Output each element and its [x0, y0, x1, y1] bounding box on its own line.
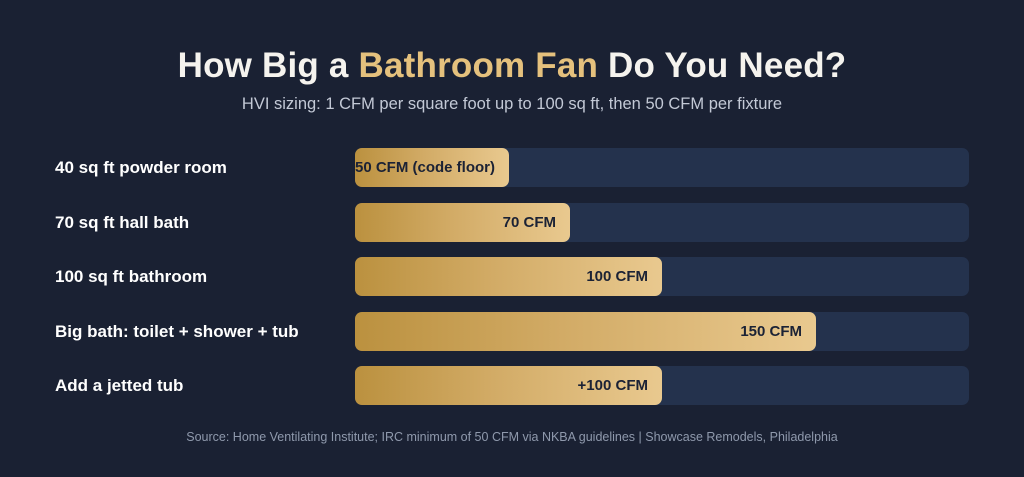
bar-value-label: 50 CFM (code floor): [355, 159, 496, 176]
title-accent: Bathroom Fan: [358, 46, 599, 85]
bar: [355, 257, 662, 296]
title-post: Do You Need?: [598, 46, 847, 85]
bar-value-label: 150 CFM: [740, 323, 802, 340]
chart-title: How Big a Bathroom Fan Do You Need?: [0, 46, 1024, 86]
bar-value-label: +100 CFM: [577, 377, 648, 394]
row-label: Add a jetted tub: [55, 375, 184, 395]
row-label: 100 sq ft bathroom: [55, 266, 208, 286]
row-label: 40 sq ft powder room: [55, 157, 227, 177]
title-pre: How Big a: [177, 46, 359, 85]
row-label: 70 sq ft hall bath: [55, 212, 190, 232]
chart-subtitle: HVI sizing: 1 CFM per square foot up to …: [241, 95, 783, 113]
bar-value-label: 100 CFM: [586, 268, 648, 285]
bar: [355, 148, 509, 187]
bar: [355, 312, 816, 351]
row-label: Big bath: toilet + shower + tub: [55, 321, 299, 341]
bar-value-label: 70 CFM: [502, 214, 556, 231]
source-note: Source: Home Ventilating Institute; IRC …: [186, 430, 838, 444]
bar: [355, 366, 662, 405]
bar: [355, 203, 570, 242]
